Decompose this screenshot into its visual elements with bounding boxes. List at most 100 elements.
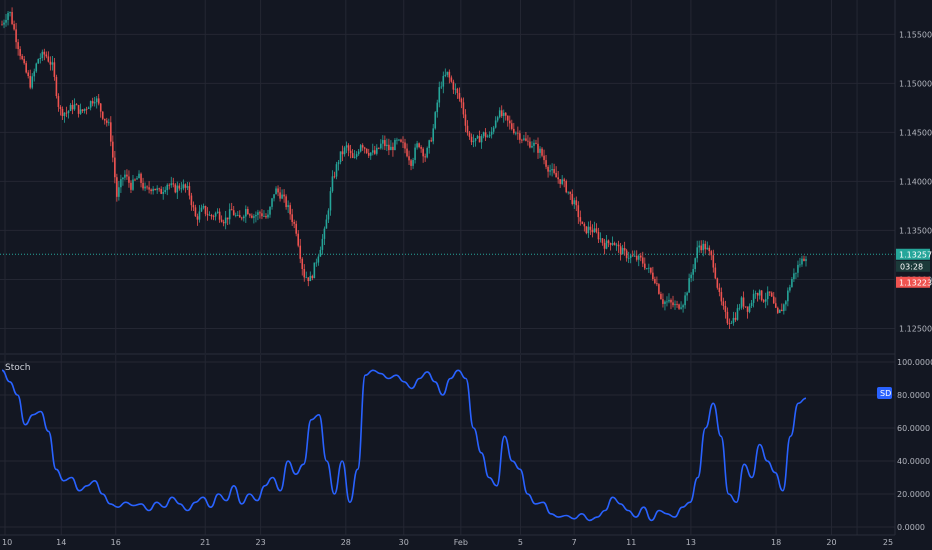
stoch-pane[interactable]: Stoch bbox=[0, 355, 895, 535]
candle-body bbox=[517, 132, 519, 134]
candle-body bbox=[656, 283, 658, 285]
candles bbox=[1, 7, 807, 330]
candle-body bbox=[265, 216, 267, 218]
candle-body bbox=[537, 143, 539, 153]
candle-body bbox=[5, 19, 7, 23]
candle-body bbox=[474, 138, 477, 141]
time-tick-label: 13 bbox=[686, 538, 696, 547]
price-scale[interactable] bbox=[895, 0, 932, 550]
candle-body bbox=[750, 302, 753, 306]
stoch-title: Stoch bbox=[5, 363, 30, 373]
candle-body bbox=[21, 55, 23, 60]
candle-body bbox=[79, 109, 82, 114]
stoch-tick-label: 80.0000 bbox=[897, 391, 930, 400]
candle-body bbox=[43, 51, 46, 55]
candle-body bbox=[704, 243, 707, 250]
candle-body bbox=[527, 140, 529, 142]
candle-body bbox=[563, 179, 565, 182]
candle-body bbox=[791, 279, 793, 288]
candle-body bbox=[690, 274, 692, 279]
candle-body bbox=[216, 211, 219, 214]
candle-body bbox=[805, 259, 807, 262]
candle-body bbox=[728, 323, 731, 325]
candle-body bbox=[176, 185, 179, 193]
candle-body bbox=[93, 102, 96, 104]
candle-body bbox=[783, 304, 785, 312]
candle-body bbox=[343, 147, 346, 155]
stoch-tick-label: 40.0000 bbox=[897, 457, 930, 466]
stoch-legend-badge[interactable]: SD bbox=[877, 387, 892, 399]
current-price-badge: 1.13257 bbox=[896, 248, 932, 260]
candle-body bbox=[39, 57, 42, 60]
candle-body bbox=[595, 228, 598, 232]
candle-body bbox=[194, 207, 197, 217]
candle-body bbox=[492, 127, 495, 132]
candle-body bbox=[764, 299, 767, 302]
candle-body bbox=[446, 71, 449, 75]
candle-body bbox=[29, 76, 32, 88]
candle-body bbox=[120, 179, 122, 188]
candle-body bbox=[625, 250, 628, 259]
candle-body bbox=[696, 247, 698, 259]
candle-body bbox=[676, 304, 678, 305]
candle-body bbox=[418, 143, 420, 148]
candle-body bbox=[313, 262, 316, 279]
candle-body bbox=[785, 301, 787, 305]
candle-body bbox=[702, 243, 705, 251]
candle-body bbox=[73, 104, 76, 110]
candle-body bbox=[619, 246, 622, 255]
candle-body bbox=[57, 96, 60, 107]
candle-body bbox=[325, 219, 328, 229]
candle-body bbox=[718, 287, 721, 293]
candle-body bbox=[724, 305, 727, 312]
price-pane[interactable] bbox=[0, 0, 895, 353]
candle-body bbox=[666, 301, 668, 303]
candle-body bbox=[754, 293, 757, 294]
candle-body bbox=[426, 147, 428, 158]
candle-body bbox=[758, 290, 761, 296]
candle-body bbox=[422, 148, 424, 157]
candle-body bbox=[720, 292, 723, 302]
time-tick-label: 25 bbox=[883, 538, 893, 547]
candle-body bbox=[365, 148, 368, 153]
candle-body bbox=[319, 249, 322, 257]
candle-body bbox=[408, 156, 410, 161]
candle-body bbox=[460, 98, 463, 103]
candle-body bbox=[478, 136, 481, 143]
candle-body bbox=[49, 61, 52, 65]
candle-body bbox=[285, 196, 287, 208]
candle-body bbox=[466, 125, 469, 133]
candle-body bbox=[766, 291, 769, 300]
candle-body bbox=[174, 184, 177, 193]
candle-body bbox=[357, 151, 360, 155]
candle-body bbox=[144, 186, 146, 189]
price-grid bbox=[0, 0, 895, 353]
candle-body bbox=[130, 182, 132, 190]
candle-body bbox=[150, 189, 152, 192]
candle-body bbox=[781, 309, 783, 312]
candle-body bbox=[515, 132, 517, 134]
candle-body bbox=[307, 277, 310, 282]
time-axis[interactable]: 10 14 16 21 23 28 30 Feb 5 7 11 13 18 20 25 bbox=[2, 538, 893, 547]
candle-body bbox=[779, 309, 781, 313]
candle-body bbox=[247, 208, 249, 215]
candle-body bbox=[494, 120, 497, 128]
candle-body bbox=[257, 212, 259, 215]
candle-body bbox=[83, 108, 86, 112]
candle-body bbox=[158, 188, 160, 190]
time-tick-label: 18 bbox=[771, 538, 781, 547]
candle-body bbox=[251, 215, 253, 218]
candle-body bbox=[390, 146, 392, 151]
candle-body bbox=[301, 258, 304, 270]
candle-body bbox=[430, 140, 433, 142]
candle-body bbox=[277, 188, 279, 193]
candle-body bbox=[363, 147, 366, 149]
candle-body bbox=[311, 275, 314, 279]
countdown-badge: 03:28 bbox=[896, 260, 930, 272]
price-tick-label: 1.15500 bbox=[899, 30, 932, 39]
candle-body bbox=[652, 272, 654, 280]
candle-body bbox=[476, 136, 479, 139]
candle-body bbox=[680, 307, 682, 309]
candle-body bbox=[529, 141, 531, 148]
candle-body bbox=[442, 75, 445, 87]
